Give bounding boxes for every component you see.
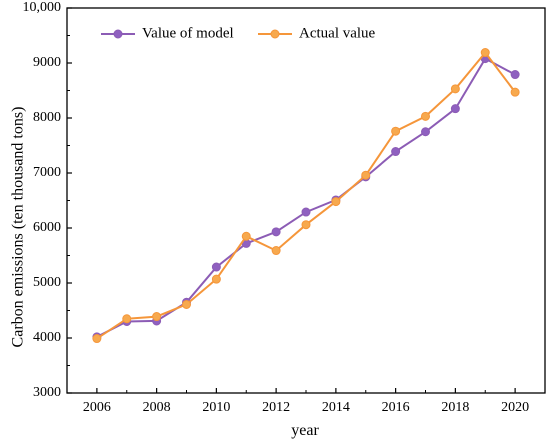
series-2-point <box>182 299 191 309</box>
series-1-point <box>450 104 460 114</box>
legend-marker-1 <box>113 29 123 39</box>
y-tick-label: 9000 <box>33 55 61 70</box>
x-tick-label: 2020 <box>501 400 529 415</box>
series-1-point <box>271 227 281 237</box>
series-2-point <box>450 84 460 94</box>
series-2-point <box>510 87 520 97</box>
series-1-point <box>301 207 311 217</box>
y-tick-label: 4000 <box>33 330 61 345</box>
series-2-point <box>241 231 251 241</box>
series-2-point <box>391 126 401 136</box>
legend-label-1: Value of model <box>142 25 234 41</box>
plot-area: 3000 4000 5000 6000 7000 8000 9000 10,000 2006 20… <box>23 0 546 415</box>
legend-marker-2 <box>270 29 280 39</box>
x-tick-label: 2006 <box>83 400 111 415</box>
series-2-point <box>122 314 132 324</box>
series-2-point <box>361 170 371 180</box>
x-tick-label: 2010 <box>202 400 230 415</box>
series-1-point <box>391 147 401 157</box>
series-2-point <box>301 220 311 230</box>
legend: Value of model Actual value <box>101 25 376 41</box>
x-tick-label: 2016 <box>382 400 410 415</box>
y-axis-title: Carbon emissions (ten thousand tons) <box>10 107 27 348</box>
series-2-point <box>92 334 102 344</box>
y-tick-label: 5000 <box>33 275 61 290</box>
x-tick-label: 2018 <box>441 400 469 415</box>
series-1-point <box>211 262 221 272</box>
series-2-point <box>211 274 221 284</box>
series-2-point <box>152 312 162 322</box>
series-line-1 <box>96 57 516 338</box>
series-2-point <box>480 48 490 58</box>
series-line-2 <box>96 50 516 340</box>
series-2-point <box>331 197 341 207</box>
y-tick-label: 10,000 <box>23 0 62 15</box>
x-tick-label: 2012 <box>262 400 290 415</box>
x-tick-label: 2014 <box>322 400 350 415</box>
y-tick-label: 7000 <box>33 165 61 180</box>
x-axis-label: year <box>291 422 319 439</box>
series-2-point <box>421 111 430 121</box>
x-tick-label: 2008 <box>143 400 171 415</box>
series-2-point <box>271 246 281 256</box>
y-tick-label: 8000 <box>33 110 61 125</box>
legend-label-2: Actual value <box>299 25 376 41</box>
y-tick-label: 6000 <box>33 220 61 235</box>
series-1-point <box>510 70 520 80</box>
y-axis-label: Carbon emissions (ten thousand tons) <box>10 107 27 348</box>
series-1-point <box>421 127 430 137</box>
y-tick-label: 3000 <box>33 385 61 400</box>
